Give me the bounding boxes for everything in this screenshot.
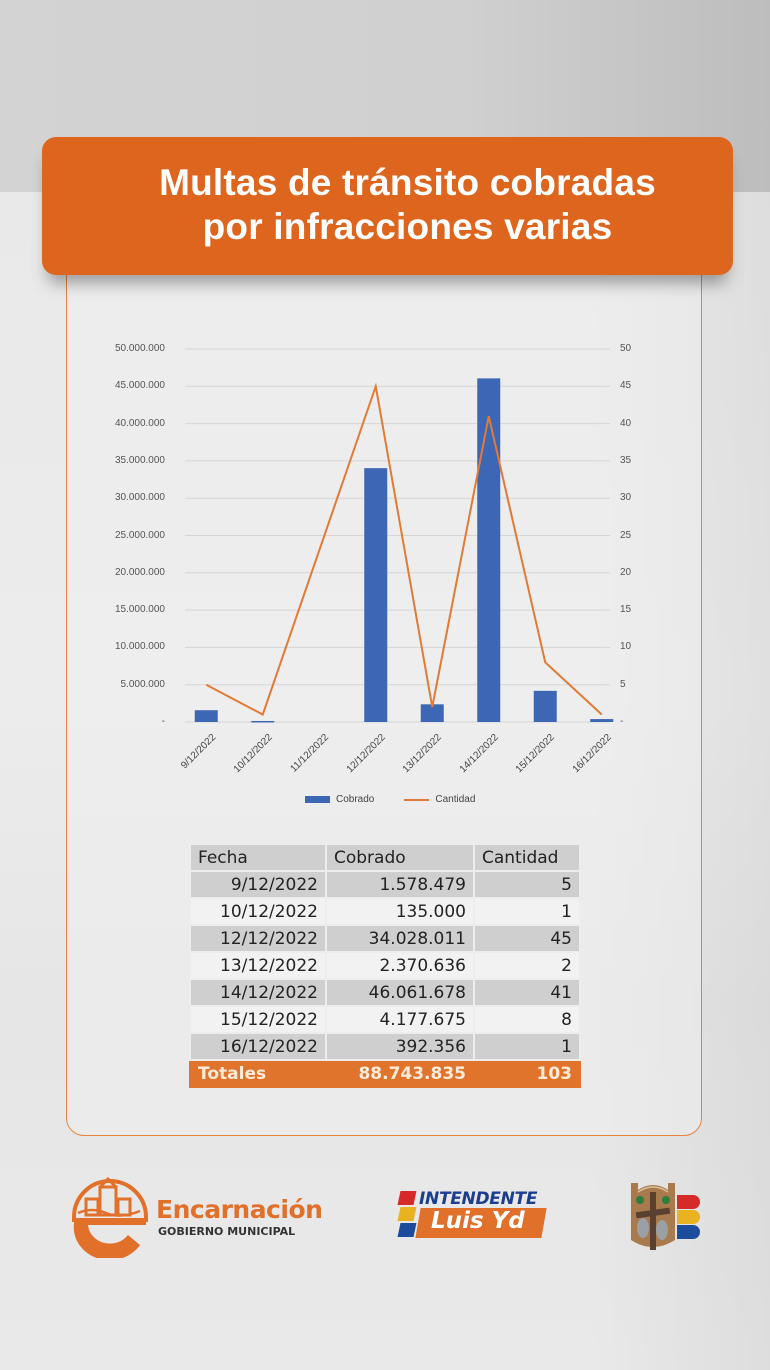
- cell-cobrado: 2.370.636: [325, 951, 475, 980]
- intendente-label: INTENDENTE: [419, 1189, 538, 1209]
- y-axis-left-tick: 20.000.000: [114, 566, 165, 578]
- legend-bar-swatch: [305, 796, 330, 803]
- combo-chart: - - 5.000.000 5 10.000.000 10 15.000.000 15 20.0…: [114, 343, 632, 775]
- y-axis-left-tick: 15.000.000: [114, 604, 165, 616]
- y-axis-left-tick: 5.000.000: [120, 678, 166, 690]
- table-row: 10/12/2022 135.000 1: [189, 897, 581, 926]
- cell-fecha: 13/12/2022: [189, 951, 327, 980]
- cell-cobrado: 392.356: [325, 1032, 475, 1061]
- bar-cobrado: [477, 378, 501, 722]
- cell-cantidad: 5: [473, 870, 581, 899]
- cell-fecha: 12/12/2022: [189, 924, 327, 953]
- cell-cobrado: 46.061.678: [325, 978, 475, 1007]
- y-axis-right-tick: -: [620, 716, 624, 727]
- y-axis-right-tick: 5: [620, 678, 626, 690]
- bar-cobrado: [251, 720, 275, 723]
- data-table: Fecha Cobrado Cantidad 9/12/2022 1.578.4…: [189, 843, 581, 1088]
- legend-line-swatch: [404, 798, 430, 801]
- crest-shield-icon: [631, 1183, 700, 1250]
- cell-cantidad: 45: [473, 924, 581, 953]
- cell-fecha: 10/12/2022: [189, 897, 327, 926]
- totals-cantidad: 103: [473, 1059, 581, 1088]
- cell-cobrado: 4.177.675: [325, 1005, 475, 1034]
- cell-cantidad: 2: [473, 951, 581, 980]
- cell-cantidad: 1: [473, 897, 581, 926]
- cell-cobrado: 135.000: [325, 897, 475, 926]
- y-axis-right-tick: 40: [620, 417, 632, 429]
- chart-legend: Cobrado Cantidad: [305, 794, 475, 805]
- table-row: 12/12/2022 34.028.011 45: [189, 924, 581, 953]
- y-axis-left-tick: 30.000.000: [114, 492, 165, 504]
- y-axis-right-tick: 10: [620, 641, 632, 653]
- y-axis-right-tick: 25: [620, 529, 632, 541]
- cell-fecha: 9/12/2022: [189, 870, 327, 899]
- cell-fecha: 15/12/2022: [189, 1005, 327, 1034]
- legend-cobrado-label: Cobrado: [336, 794, 375, 805]
- bar-cobrado: [533, 690, 557, 722]
- encarnacion-logo: Encarnación GOBIERNO MUNICIPAL: [70, 1173, 335, 1258]
- page-title-line-1: Multas de tránsito cobradas: [159, 162, 656, 203]
- y-axis-left-tick: -: [161, 716, 165, 727]
- cell-cantidad: 1: [473, 1032, 581, 1061]
- y-axis-left-tick: 25.000.000: [114, 529, 165, 541]
- y-axis-right-tick: 35: [620, 454, 632, 466]
- line-cantidad: [205, 382, 603, 716]
- intendente-logo: INTENDENTE Luis Yd: [397, 1189, 549, 1241]
- encarnacion-subtitle: GOBIERNO MUNICIPAL: [158, 1225, 296, 1238]
- cell-cobrado: 1.578.479: [325, 870, 475, 899]
- cell-fecha: 14/12/2022: [189, 978, 327, 1007]
- intendente-name: Luis Yd: [431, 1208, 525, 1234]
- totals-label: Totales: [189, 1059, 327, 1088]
- y-axis-left-tick: 35.000.000: [114, 454, 165, 466]
- bar-cobrado: [420, 704, 444, 722]
- encarnacion-name: Encarnación: [156, 1195, 323, 1224]
- table-row: 16/12/2022 392.356 1: [189, 1032, 581, 1061]
- bar-cobrado: [590, 719, 614, 722]
- cell-fecha: 16/12/2022: [189, 1032, 327, 1061]
- title-banner: Multas de tránsito cobradas por infracci…: [42, 137, 733, 275]
- cell-cantidad: 41: [473, 978, 581, 1007]
- table-row: 13/12/2022 2.370.636 2: [189, 951, 581, 980]
- header-fecha: Fecha: [189, 843, 327, 872]
- table-totals-row: Totales 88.743.835 103: [189, 1059, 581, 1088]
- bar-cobrado: [194, 710, 218, 722]
- totals-cobrado: 88.743.835: [325, 1059, 475, 1088]
- encarnacion-e-icon: [72, 1176, 148, 1258]
- bar-cobrado: [364, 468, 388, 722]
- table-row: 9/12/2022 1.578.479 5: [189, 870, 581, 899]
- y-axis-right-tick: 15: [620, 604, 632, 616]
- y-axis-right-tick: 20: [620, 566, 632, 578]
- y-axis-left-tick: 40.000.000: [114, 417, 165, 429]
- y-axis-right-tick: 50: [620, 343, 632, 354]
- legend-cantidad-label: Cantidad: [435, 794, 476, 805]
- municipal-crest-icon: [628, 1180, 703, 1255]
- page-title-line-2: por infracciones varias: [202, 206, 613, 247]
- table-header-row: Fecha Cobrado Cantidad: [189, 843, 581, 872]
- header-cantidad: Cantidad: [473, 843, 581, 872]
- cell-cantidad: 8: [473, 1005, 581, 1034]
- y-axis-left-tick: 50.000.000: [114, 343, 165, 354]
- y-axis-left-tick: 45.000.000: [114, 380, 165, 392]
- header-cobrado: Cobrado: [325, 843, 475, 872]
- y-axis-right-tick: 30: [620, 492, 632, 504]
- chart-canvas: [185, 348, 614, 723]
- y-axis-right-tick: 45: [620, 380, 632, 392]
- y-axis-left-tick: 10.000.000: [114, 641, 165, 653]
- cell-cobrado: 34.028.011: [325, 924, 475, 953]
- table-row: 15/12/2022 4.177.675 8: [189, 1005, 581, 1034]
- table-row: 14/12/2022 46.061.678 41: [189, 978, 581, 1007]
